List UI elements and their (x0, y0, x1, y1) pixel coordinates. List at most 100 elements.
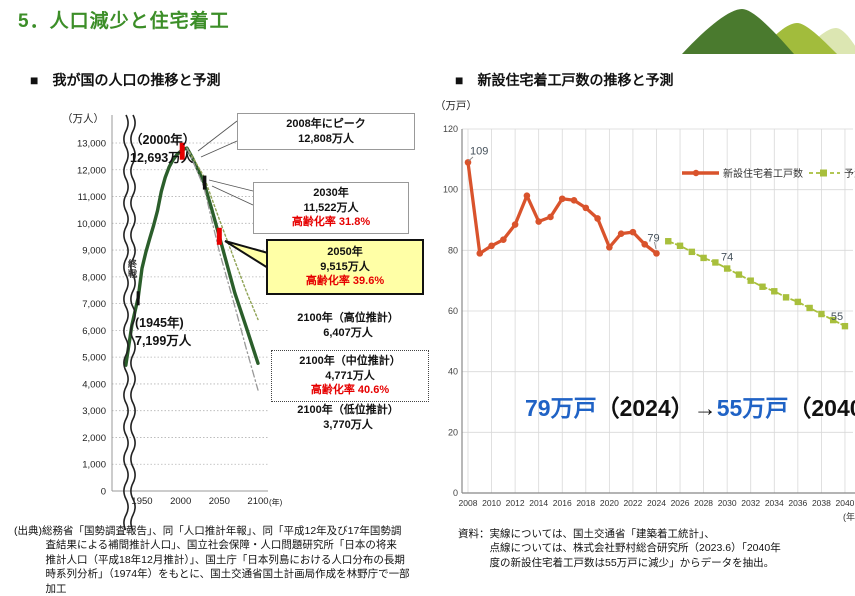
housing-point-square (782, 294, 790, 301)
housing-x-tick-label: 2012 (506, 498, 525, 508)
pop-y-tick-label: 10,000 (77, 219, 106, 230)
housing-point-square (735, 271, 743, 278)
pop-y-tick-label: 3,000 (82, 406, 106, 417)
housing-section-heading: ■ 新設住宅着工戸数の推移と予測 (455, 72, 674, 88)
housing-x-tick-label: 2008 (459, 498, 478, 508)
housing-point-circle (464, 159, 472, 166)
leader-line (197, 120, 238, 152)
housing-y-tick-label: 120 (443, 124, 458, 134)
leader-line (468, 156, 474, 162)
housing-point-square (688, 248, 696, 256)
housing-y-tick-label: 20 (448, 427, 458, 437)
housing-x-tick-label: 2034 (765, 498, 784, 508)
housing-point-label: 109 (470, 145, 488, 157)
housing-point-circle (641, 240, 648, 248)
housing-x-unit: (年) (843, 511, 855, 522)
leader-line (211, 185, 254, 206)
housing-x-tick-label: 2030 (718, 498, 737, 508)
callout-2050: 2050年 9,515万人 高齢化率 39.6% (266, 239, 424, 295)
pop-y-tick-label: 5,000 (82, 353, 106, 364)
callout-2100-high: 2100年（高位推計） 6,407万人 (297, 312, 399, 339)
housing-x-tick-label: 2038 (812, 498, 831, 508)
housing-x-tick-label: 2028 (694, 498, 713, 508)
population-y-unit: （万人） (62, 113, 104, 125)
population-source-note: (出典)総務省「国勢調査報告」、同「人口推計年報」、同「平成12年及び17年国勢… (14, 525, 410, 595)
housing-point-circle (558, 195, 566, 203)
axis-break-wave (123, 114, 129, 530)
pop-y-tick-label: 12,000 (77, 165, 106, 176)
housing-point-circle (523, 192, 531, 200)
housing-y-tick-label: 60 (448, 306, 458, 316)
pop-y-tick-label: 0 (101, 487, 106, 498)
three-mountains-logo (682, 9, 855, 54)
axis-break-wave (130, 114, 136, 530)
war-end-label: 終戦 (127, 259, 137, 279)
housing-point-square (700, 254, 707, 262)
pop-y-tick-label: 4,000 (82, 379, 106, 390)
housing-point-label: 74 (721, 252, 733, 264)
label-1945: (1945年) 7,199万人 (135, 316, 192, 349)
housing-series-line (667, 240, 846, 328)
housing-x-tick-label: 2026 (671, 498, 690, 508)
housing-point-square (712, 259, 719, 266)
housing-x-tick-label: 2010 (482, 498, 501, 508)
housing-point-square (665, 238, 672, 245)
pop-data-marker (216, 227, 222, 245)
housing-point-circle (547, 213, 554, 221)
housing-y-tick-label: 0 (453, 488, 458, 498)
housing-point-label: 55 (831, 311, 843, 323)
callout-2100-low: 2100年（低位推計） 3,770万人 (297, 404, 399, 431)
housing-point-square (723, 265, 731, 272)
arrow-right: → (693, 395, 717, 421)
pop-data-marker (202, 175, 207, 190)
housing-x-tick-label: 2022 (623, 498, 642, 508)
housing-x-tick-label: 2040 (835, 498, 854, 508)
callout-2100-mid: 2100年（中位推計） 4,771万人 高齢化率 40.6% (271, 350, 429, 402)
population-plot: 0 1,000 2,000 3,000 4,000 5,000 6,000 7,000 8,00… (77, 114, 283, 530)
housing-y-tick-label: 100 (443, 185, 458, 195)
housing-point-circle (629, 228, 637, 236)
pop-x-tick-label: 2000 (170, 496, 191, 507)
housing-point-circle (500, 236, 507, 244)
housing-x-tick-label: 2036 (788, 498, 807, 508)
housing-point-square (841, 322, 849, 330)
population-chart: 0 1,000 2,000 3,000 4,000 5,000 6,000 7,000 8,00… (40, 95, 440, 530)
housing-y-tick-label: 40 (448, 367, 458, 377)
housing-point-square (794, 298, 802, 306)
housing-highlight-text: 79万戸（2024）→55万戸（2040） (525, 395, 855, 421)
highlight-2040-value: 55万戸 (716, 395, 789, 421)
housing-point-circle (511, 221, 519, 228)
leader-line (208, 179, 254, 192)
housing-point-circle (582, 204, 590, 212)
pop-y-tick-label: 2,000 (82, 433, 106, 444)
legend-actual-label: 新設住宅着工戸数 (723, 167, 803, 180)
housing-point-square (806, 304, 813, 312)
housing-point-square (676, 242, 684, 249)
pop-series-dashdot (186, 147, 259, 391)
pop-data-marker (136, 291, 140, 306)
housing-point-square (759, 283, 766, 290)
housing-point-label: 79 (647, 232, 659, 244)
housing-point-circle (570, 196, 578, 204)
leader-line (200, 140, 238, 158)
pop-x-tick-label: 1950 (131, 496, 152, 507)
label-2000: （2000年） 12,693万人 (130, 133, 196, 166)
population-section-heading: ■ 我が国の人口の推移と予測 (30, 72, 221, 88)
housing-y-unit: （万戸） (435, 100, 477, 112)
page-title: 5．人口減少と住宅着工 (18, 11, 230, 32)
housing-point-square (829, 316, 837, 324)
callout-2030: 2030年 11,522万人 高齢化率 31.8% (253, 182, 409, 234)
pop-y-tick-label: 8,000 (82, 272, 106, 283)
housing-source-note: 資料：実線については、国土交通省「建築着工統計」、 点線については、株式会社野村… (458, 528, 781, 569)
housing-x-tick-label: 2024 (647, 498, 666, 508)
housing-x-tick-label: 2018 (576, 498, 595, 508)
leader-line (654, 241, 657, 250)
housing-point-circle (476, 250, 484, 257)
pop-x-unit: (年) (269, 497, 283, 507)
housing-point-circle (488, 242, 495, 250)
housing-point-square (747, 277, 754, 284)
housing-point-square (818, 310, 825, 318)
housing-point-circle (535, 218, 542, 225)
legend-actual-marker (692, 169, 700, 177)
pop-series-dotted (186, 147, 259, 321)
